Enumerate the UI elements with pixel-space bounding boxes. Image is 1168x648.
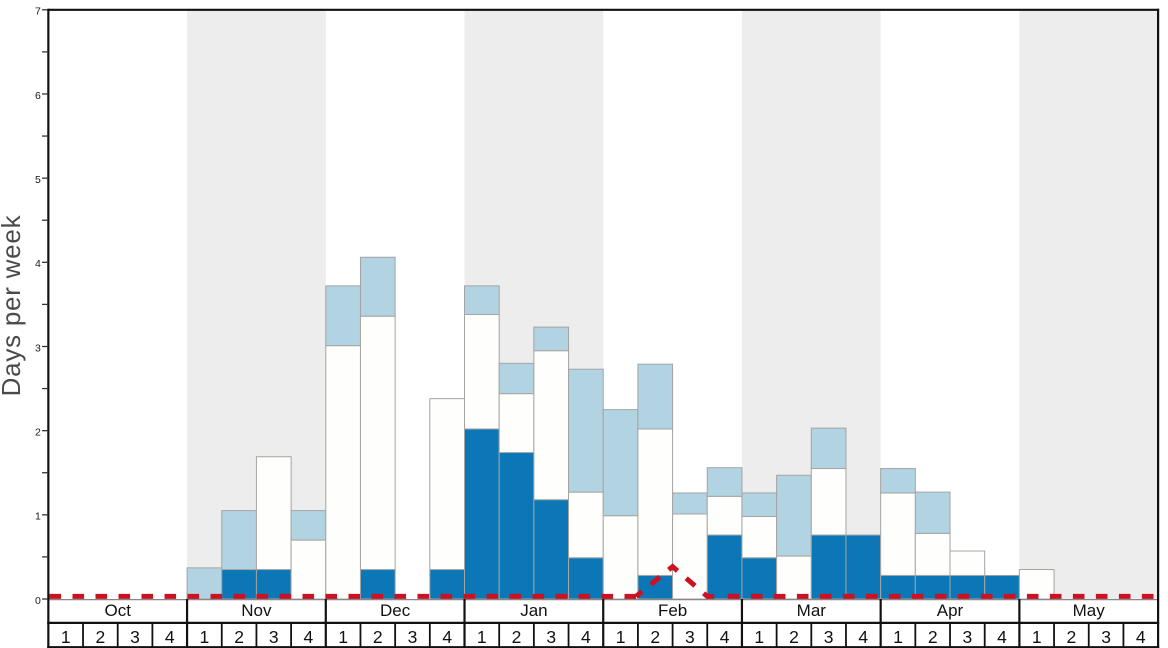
svg-text:4: 4 xyxy=(997,627,1007,647)
svg-text:1: 1 xyxy=(35,511,41,523)
svg-text:0: 0 xyxy=(35,595,41,607)
svg-text:3: 3 xyxy=(963,627,973,647)
svg-text:3: 3 xyxy=(1101,627,1111,647)
svg-text:Mar: Mar xyxy=(797,601,827,620)
svg-text:4: 4 xyxy=(581,627,591,647)
svg-text:4: 4 xyxy=(442,627,452,647)
svg-text:1: 1 xyxy=(338,627,348,647)
svg-text:2: 2 xyxy=(35,426,41,438)
svg-text:Feb: Feb xyxy=(658,601,687,620)
svg-text:4: 4 xyxy=(35,258,41,270)
svg-text:4: 4 xyxy=(720,627,730,647)
svg-text:3: 3 xyxy=(35,342,41,354)
svg-text:1: 1 xyxy=(61,627,71,647)
svg-text:1: 1 xyxy=(200,627,210,647)
svg-text:1: 1 xyxy=(1032,627,1042,647)
svg-text:2: 2 xyxy=(650,627,660,647)
svg-text:2: 2 xyxy=(96,627,106,647)
svg-text:3: 3 xyxy=(408,627,418,647)
svg-text:6: 6 xyxy=(35,90,41,102)
svg-text:3: 3 xyxy=(269,627,279,647)
svg-text:1: 1 xyxy=(477,627,487,647)
svg-text:7: 7 xyxy=(35,6,41,18)
svg-text:4: 4 xyxy=(1136,627,1146,647)
svg-text:Dec: Dec xyxy=(380,601,411,620)
svg-text:2: 2 xyxy=(789,627,799,647)
svg-text:May: May xyxy=(1073,601,1106,620)
svg-text:3: 3 xyxy=(130,627,140,647)
svg-text:1: 1 xyxy=(754,627,764,647)
svg-text:4: 4 xyxy=(858,627,868,647)
svg-text:2: 2 xyxy=(512,627,522,647)
svg-text:Nov: Nov xyxy=(241,601,272,620)
svg-text:1: 1 xyxy=(616,627,626,647)
svg-text:4: 4 xyxy=(165,627,175,647)
svg-text:3: 3 xyxy=(546,627,556,647)
svg-text:2: 2 xyxy=(373,627,383,647)
svg-text:Days per week: Days per week xyxy=(0,214,26,396)
svg-text:1: 1 xyxy=(893,627,903,647)
svg-text:2: 2 xyxy=(234,627,244,647)
svg-text:5: 5 xyxy=(35,174,41,186)
svg-text:Jan: Jan xyxy=(520,601,547,620)
svg-text:3: 3 xyxy=(685,627,695,647)
svg-text:2: 2 xyxy=(1067,627,1077,647)
svg-text:Apr: Apr xyxy=(937,601,964,620)
svg-text:3: 3 xyxy=(824,627,834,647)
svg-text:2: 2 xyxy=(928,627,938,647)
svg-text:Oct: Oct xyxy=(104,601,131,620)
svg-text:4: 4 xyxy=(304,627,314,647)
